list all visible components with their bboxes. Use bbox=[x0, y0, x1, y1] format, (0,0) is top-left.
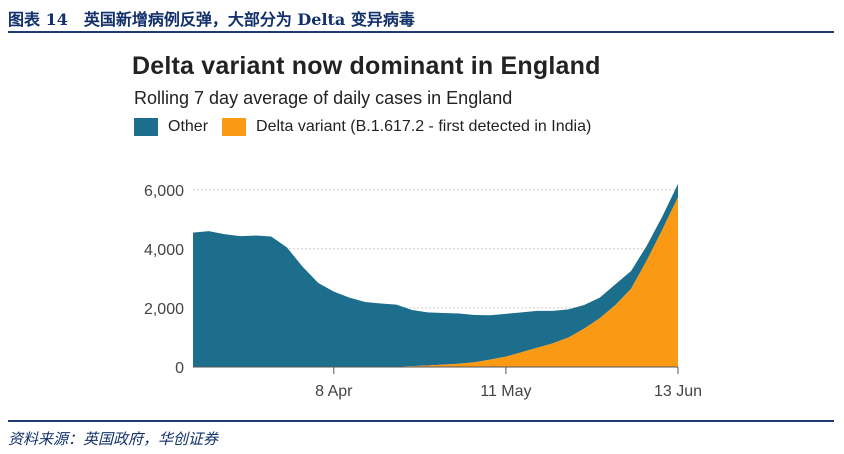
x-tick-label: 8 Apr bbox=[315, 383, 353, 400]
chart-subtitle: Rolling 7 day average of daily cases in … bbox=[134, 88, 513, 108]
x-tick-label: 13 Jun bbox=[654, 383, 702, 400]
source-note: 资料来源：英国政府，华创证券 bbox=[8, 430, 219, 448]
series-area-other bbox=[193, 183, 678, 367]
series-area-delta bbox=[193, 197, 678, 367]
footer-rule bbox=[8, 420, 834, 422]
legend-label-other: Other bbox=[168, 118, 209, 135]
chart-title: Delta variant now dominant in England bbox=[132, 52, 601, 80]
legend-swatch-other bbox=[134, 118, 158, 136]
legend-item-other: Other bbox=[134, 118, 208, 136]
legend-swatch-delta bbox=[222, 118, 247, 136]
chart-legend: Other Delta variant (B.1.617.2 - first d… bbox=[134, 118, 605, 136]
y-tick-label: 2,000 bbox=[144, 301, 184, 318]
header-rule bbox=[8, 31, 834, 33]
x-tick-label: 11 May bbox=[480, 383, 531, 400]
figure-caption: 图表 14 英国新增病例反弹，大部分为 Delta 变异病毒 bbox=[8, 10, 415, 29]
y-tick-label: 4,000 bbox=[144, 242, 184, 259]
legend-item-delta: Delta variant (B.1.617.2 - first detecte… bbox=[222, 118, 591, 136]
y-tick-label: 6,000 bbox=[144, 183, 184, 200]
legend-label-delta: Delta variant (B.1.617.2 - first detecte… bbox=[256, 118, 592, 135]
y-tick-label: 0 bbox=[175, 360, 184, 377]
